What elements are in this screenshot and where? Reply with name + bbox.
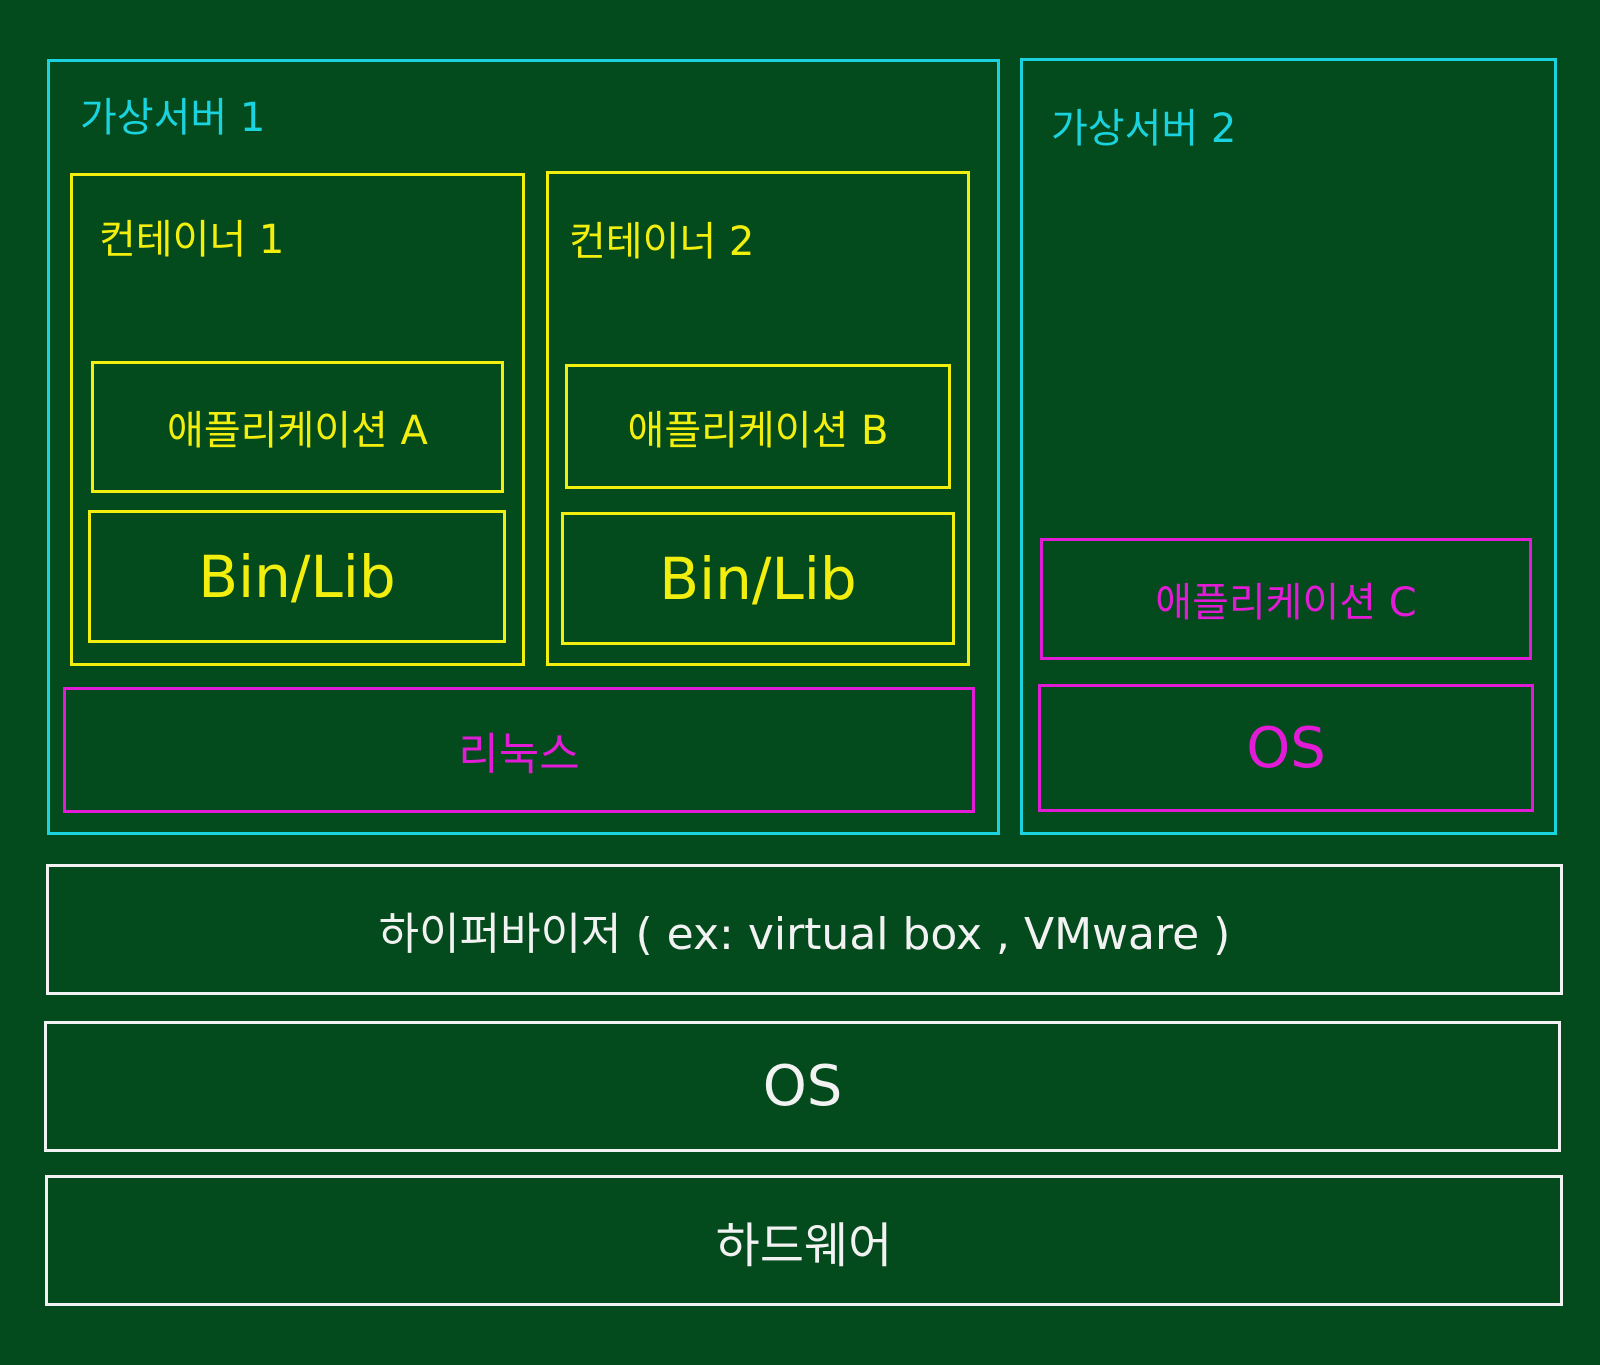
virtual-server-2: 가상서버 2 <box>1020 58 1557 835</box>
container-1: 컨테이너 1 <box>70 173 525 666</box>
hardware-layer: 하드웨어 <box>45 1175 1563 1306</box>
guest-os: OS <box>1038 684 1534 812</box>
linux-os-label: 리눅스 <box>458 729 580 780</box>
application-b-label: 애플리케이션 B <box>627 407 889 454</box>
virtual-server-1-title: 가상서버 1 <box>80 95 266 141</box>
binlib-2: Bin/Lib <box>561 512 955 645</box>
application-a: 애플리케이션 A <box>91 361 504 493</box>
binlib-2-label: Bin/Lib <box>659 544 857 613</box>
binlib-1: Bin/Lib <box>88 510 506 643</box>
binlib-1-label: Bin/Lib <box>198 542 396 611</box>
hardware-label: 하드웨어 <box>715 1217 893 1274</box>
guest-os-label: OS <box>1246 715 1326 781</box>
container-2: 컨테이너 2 <box>546 171 970 666</box>
linux-os: 리눅스 <box>63 687 975 813</box>
virtual-server-1: 가상서버 1 <box>47 59 1000 835</box>
application-b: 애플리케이션 B <box>565 364 951 489</box>
virtual-server-2-title: 가상서버 2 <box>1051 106 1237 152</box>
container-1-title: 컨테이너 1 <box>99 217 285 263</box>
application-c: 애플리케이션 C <box>1040 538 1532 660</box>
hypervisor-label: 하이퍼바이저 ( ex: virtual box , VMware ) <box>378 908 1231 960</box>
container-2-title: 컨테이너 2 <box>569 219 755 265</box>
application-c-label: 애플리케이션 C <box>1155 580 1417 626</box>
host-os-label: OS <box>762 1054 843 1119</box>
application-a-label: 애플리케이션 A <box>167 408 428 454</box>
hypervisor-layer: 하이퍼바이저 ( ex: virtual box , VMware ) <box>46 864 1563 995</box>
host-os-layer: OS <box>44 1021 1561 1152</box>
